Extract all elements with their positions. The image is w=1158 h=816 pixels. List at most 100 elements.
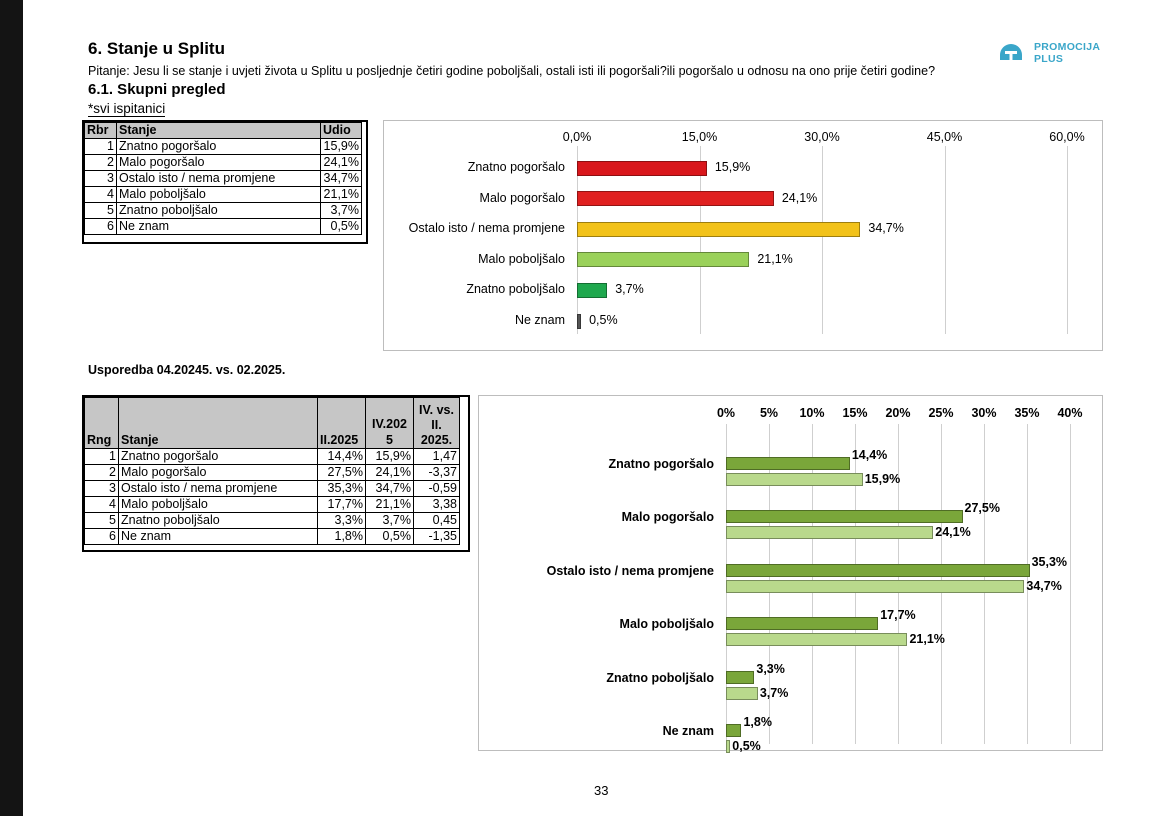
x-tick-label: 20%	[885, 406, 911, 420]
table-row: 5 Znatno poboljšalo 3,7%	[84, 202, 362, 219]
section-title: 6.1. Skupni pregled	[88, 81, 226, 98]
category-label: Ne znam	[514, 313, 565, 327]
data-label: 0,5%	[732, 739, 761, 753]
bar-iv2025	[726, 686, 758, 700]
x-tick-label: 0,0%	[562, 130, 592, 144]
data-label: 24,1%	[935, 525, 971, 540]
col-header-apr: IV.202 5	[365, 397, 414, 449]
data-label: 21,1%	[909, 632, 945, 647]
bar	[577, 252, 750, 268]
question-text: Pitanje: Jesu li se stanje i uvjeti živo…	[88, 64, 936, 78]
col-header-feb: II.2025	[317, 397, 366, 449]
x-tick-label: 30%	[971, 406, 997, 420]
bar-ii2025	[726, 724, 742, 737]
summary-table: Rbr Stanje Udio 1 Znatno pogoršalo 15,9% 2…	[84, 122, 362, 235]
col-header-apr-line1: IV.202	[372, 417, 407, 431]
bar	[577, 282, 608, 298]
data-label: 15,9%	[714, 160, 751, 174]
cell-stanje: Znatno poboljšalo	[116, 202, 321, 219]
comparison-title: Usporedba 04.20245. vs. 02.2025.	[88, 363, 286, 377]
cell-rng: 2	[84, 464, 119, 481]
cell-apr: 34,7%	[365, 480, 414, 497]
cell-feb: 14,4%	[317, 448, 366, 465]
col-header-diff-line3: 2025.	[420, 433, 453, 447]
bar	[577, 191, 774, 207]
cell-feb: 17,7%	[317, 496, 366, 513]
promocija-plus-logo: PROMOCIJA PLUS	[994, 40, 1114, 70]
cell-stanje: Malo poboljšalo	[116, 186, 321, 203]
category-label: Ne znam	[662, 724, 714, 738]
data-label: 21,1%	[757, 251, 793, 266]
data-label: 1,8%	[743, 715, 772, 729]
data-label: 3,3%	[756, 661, 785, 676]
table-row: 6 Ne znam 0,5%	[84, 218, 362, 235]
col-header-stanje: Stanje	[116, 122, 321, 139]
category-label: Znatno poboljšalo	[466, 282, 565, 297]
cell-stanje: Ne znam	[118, 528, 318, 545]
cell-feb: 27,5%	[317, 464, 366, 481]
col-header-rng: Rng	[84, 397, 119, 449]
x-tick-label: 10%	[799, 406, 825, 420]
x-tick-label: 0%	[716, 406, 736, 420]
col-header-diff-line1: IV. vs.	[419, 403, 454, 417]
cell-udio: 24,1%	[320, 154, 362, 171]
comparison-table: Rng Stanje II.2025 IV.202 5 IV. vs. II. 202…	[84, 397, 460, 545]
data-label: 34,7%	[868, 221, 904, 236]
cell-stanje: Znatno pogoršalo	[116, 138, 321, 155]
cell-udio: 15,9%	[320, 138, 362, 155]
logo-icon	[1000, 44, 1022, 64]
bar-iv2025	[726, 473, 863, 486]
x-tick-label: 15,0%	[681, 130, 718, 144]
data-label: 34,7%	[1026, 578, 1062, 593]
x-tick-label: 60,0%	[1049, 130, 1085, 144]
data-label: 24,1%	[781, 190, 818, 205]
data-label: 0,5%	[589, 313, 618, 327]
respondents-note: *svi ispitanici	[88, 101, 166, 117]
cell-apr: 3,7%	[365, 512, 414, 529]
x-tick-label: 35%	[1014, 406, 1040, 420]
cell-rbr: 3	[84, 170, 117, 187]
cell-rbr: 6	[84, 218, 117, 235]
cell-stanje: Malo pogoršalo	[116, 154, 321, 171]
page-title: 6. Stanje u Splitu	[88, 39, 225, 58]
category-label: Znatno pogoršalo	[467, 160, 565, 174]
cell-apr: 0,5%	[365, 528, 414, 545]
cell-stanje: Ostalo isto / nema promjene	[116, 170, 321, 187]
bar-iv2025	[726, 633, 908, 647]
bar	[577, 313, 582, 329]
x-tick-label: 15%	[842, 406, 868, 420]
x-tick-label: 45,0%	[926, 130, 963, 144]
category-label: Ostalo isto / nema promjene	[408, 221, 565, 236]
table-row: 3 Ostalo isto / nema promjene 34,7%	[84, 170, 362, 187]
category-label: Malo poboljšalo	[478, 251, 565, 266]
category-label: Malo poboljšalo	[619, 617, 714, 632]
gridline	[1027, 424, 1028, 744]
logo-line1: PROMOCIJA	[1034, 41, 1101, 53]
cell-feb: 1,8%	[317, 528, 366, 545]
data-label: 3,7%	[615, 282, 644, 297]
cell-rbr: 1	[84, 138, 117, 155]
page-number: 33	[594, 783, 609, 798]
col-header-stanje: Stanje	[118, 397, 318, 449]
gridline	[577, 146, 578, 334]
cell-rng: 1	[84, 448, 119, 465]
cell-diff: -0,59	[413, 480, 460, 497]
bar-iv2025	[726, 526, 934, 540]
cell-diff: -1,35	[413, 528, 460, 545]
cell-stanje: Znatno poboljšalo	[118, 512, 318, 529]
bar	[577, 160, 707, 176]
logo-line2: PLUS	[1034, 53, 1064, 65]
cell-rng: 3	[84, 480, 119, 497]
table-row: 1 Znatno pogoršalo 15,9%	[84, 138, 362, 155]
cell-rng: 6	[84, 528, 119, 545]
bar-ii2025	[726, 510, 963, 524]
cell-stanje: Malo poboljšalo	[118, 496, 318, 513]
cell-udio: 34,7%	[320, 170, 362, 187]
cell-diff: -3,37	[413, 464, 460, 481]
cell-rbr: 4	[84, 186, 117, 203]
x-tick-label: 5%	[759, 406, 779, 420]
cell-diff: 3,38	[413, 496, 460, 513]
data-label: 17,7%	[880, 608, 916, 623]
col-header-udio: Udio	[320, 122, 362, 139]
cell-udio: 3,7%	[320, 202, 362, 219]
